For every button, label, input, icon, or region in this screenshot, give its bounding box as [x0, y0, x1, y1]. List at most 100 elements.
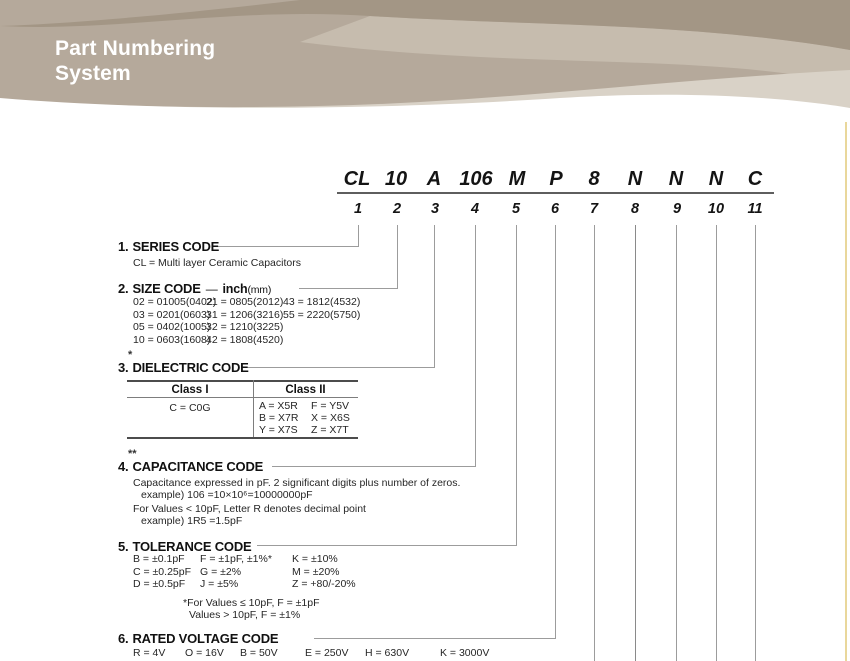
connector-line-3	[434, 225, 435, 368]
size-code-cell	[283, 321, 360, 334]
part-code-3: A	[426, 168, 442, 190]
page-title-line1: Part Numbering	[55, 37, 216, 60]
connector-line-7	[594, 225, 595, 661]
page-title-line2: System	[55, 62, 131, 85]
size-code-unit-mm: (mm)	[247, 284, 272, 296]
tolerance-cell: K = ±10%	[292, 553, 338, 565]
position-2: 2	[392, 201, 402, 217]
dielectric-cell: Y = X7S	[259, 424, 298, 436]
voltage-cell: B = 50V	[240, 647, 278, 659]
position-5: 5	[511, 201, 521, 217]
series-code-description: CL = Multi layer Ceramic Capacitors	[133, 257, 301, 269]
section-dielectric-code-title: 3. DIELECTRIC CODE	[118, 360, 249, 375]
size-code-unit-inch: inch	[222, 282, 248, 296]
tolerance-cell: M = ±20%	[292, 565, 340, 578]
connector-hline-size	[299, 288, 398, 289]
section-tolerance-label: TOLERANCE CODE	[132, 539, 252, 554]
size-code-table: 02 = 01005(0402) 21 = 0805(2012) 43 = 18…	[133, 296, 360, 346]
tolerance-cell: J = ±5%	[200, 578, 239, 590]
connector-hline-voltage	[314, 638, 556, 639]
connector-hline-tolerance	[257, 545, 517, 546]
table-header-class2: Class II	[285, 384, 326, 396]
tolerance-cell: D = ±0.5pF	[133, 578, 186, 590]
position-10: 10	[707, 201, 725, 217]
connector-line-6	[555, 225, 556, 639]
capacitance-note-mark: **	[128, 448, 137, 460]
table-class2-values: A = X5R F = Y5V B = X7R X = X6S Y = X7S …	[259, 400, 350, 436]
connector-line-9	[676, 225, 677, 661]
size-code-cell: 55 = 2220(5750)	[283, 308, 361, 321]
part-code-11: C	[747, 168, 763, 190]
position-11: 11	[747, 201, 763, 217]
section-series-code-title: 1. SERIES CODE	[118, 239, 219, 254]
size-code-cell: 03 = 0201(0603)	[133, 308, 211, 321]
position-4: 4	[470, 201, 480, 217]
tolerance-cell: C = ±0.25pF	[133, 565, 192, 578]
position-1: 1	[353, 201, 363, 217]
tolerance-footnote1: *For Values ≤ 10pF, F = ±1pF	[183, 597, 320, 609]
section-voltage-code-title: 6. RATED VOLTAGE CODE	[118, 631, 279, 646]
capacitance-line2: example) 106 =10×10⁶=10000000pF	[141, 489, 313, 501]
page-edge-accent-line	[845, 122, 847, 661]
connector-hline-series	[213, 246, 359, 247]
section-size-number: 2.	[118, 281, 129, 296]
section-series-label: SERIES CODE	[132, 239, 220, 254]
size-code-cell: 31 = 1206(3216)	[206, 308, 284, 321]
voltage-cell: O = 16V	[185, 647, 224, 659]
dielectric-cell: A = X5R	[259, 400, 298, 412]
table-top-border	[127, 380, 358, 382]
part-code-4: 106	[459, 168, 493, 190]
section-capacitance-number: 4.	[118, 459, 129, 474]
connector-line-1	[358, 225, 359, 247]
position-6: 6	[550, 201, 560, 217]
page-title: Part Numbering System	[55, 36, 215, 86]
tolerance-cell: G = ±2%	[200, 565, 242, 578]
dielectric-cell: F = Y5V	[311, 400, 350, 412]
position-9: 9	[672, 201, 682, 217]
section-tolerance-code-title: 5. TOLERANCE CODE	[118, 539, 252, 554]
section-voltage-label: RATED VOLTAGE CODE	[132, 631, 279, 646]
size-code-cell	[283, 334, 360, 347]
size-code-cell: 05 = 0402(1005)	[133, 321, 211, 333]
position-3: 3	[430, 201, 440, 217]
part-code-7: 8	[588, 168, 600, 190]
tolerance-footnote2: Values > 10pF, F = ±1%	[189, 609, 301, 621]
table-header-border	[127, 397, 358, 398]
connector-hline-capacitance	[272, 466, 476, 467]
dielectric-cell: B = X7R	[259, 412, 299, 424]
part-code-2: 10	[384, 168, 408, 190]
size-code-cell: 32 = 1210(3225)	[206, 321, 284, 333]
position-7: 7	[589, 201, 599, 217]
part-code-1: CL	[343, 168, 371, 190]
table-header-class1: Class I	[171, 384, 209, 396]
table-column-divider	[253, 380, 254, 437]
voltage-cell: E = 250V	[305, 647, 349, 659]
size-code-cell: 10 = 0603(1608)	[133, 333, 211, 346]
capacitance-line1: Capacitance expressed in pF. 2 significa…	[133, 477, 461, 489]
section-voltage-number: 6.	[118, 631, 129, 646]
part-code-10: N	[708, 168, 724, 190]
connector-line-5	[516, 225, 517, 546]
size-code-cell: 43 = 1812(4532)	[283, 296, 361, 308]
part-code-9: N	[668, 168, 684, 190]
part-code-8: N	[627, 168, 643, 190]
connector-hline-dielectric	[243, 367, 435, 368]
section-capacitance-label: CAPACITANCE CODE	[132, 459, 264, 474]
connector-line-8	[635, 225, 636, 661]
section-tolerance-number: 5.	[118, 539, 129, 554]
part-number-underline	[337, 192, 774, 194]
voltage-cell: R = 4V	[133, 647, 166, 659]
dielectric-cell: X = X6S	[311, 412, 350, 424]
part-code-5: M	[508, 168, 526, 190]
capacitance-line3: For Values < 10pF, Letter R denotes deci…	[133, 503, 366, 515]
voltage-cell: K = 3000V	[440, 647, 490, 659]
tolerance-code-table: B = ±0.1pF F = ±1pF, ±1%* K = ±10% C = ±…	[133, 553, 356, 591]
position-8: 8	[630, 201, 640, 217]
section-dielectric-number: 3.	[118, 360, 129, 375]
dielectric-note-mark: *	[128, 349, 133, 361]
header-swoosh-graphic	[0, 0, 850, 122]
connector-line-10	[716, 225, 717, 661]
table-bottom-border	[127, 437, 358, 439]
size-code-cell: 02 = 01005(0402)	[133, 296, 217, 308]
